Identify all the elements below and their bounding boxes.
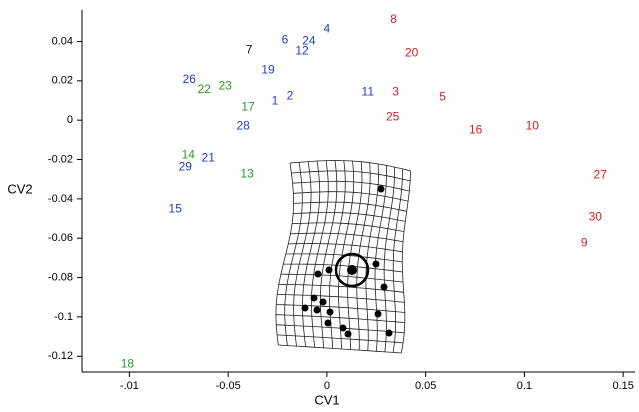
point-label: 18 xyxy=(121,357,135,371)
landmark-dot xyxy=(314,270,322,278)
point-label: 26 xyxy=(183,72,197,86)
x-tick-label: -.01 xyxy=(120,380,139,392)
point-label: 2 xyxy=(287,88,294,102)
grid-line xyxy=(278,283,404,293)
y-tick-label: 0.04 xyxy=(52,35,73,47)
point-label: 14 xyxy=(182,147,196,161)
point-label: 11 xyxy=(362,84,375,98)
grid-line xyxy=(293,191,409,202)
point-label: 28 xyxy=(236,118,250,132)
point-label: 12 xyxy=(295,43,309,57)
grid-line xyxy=(288,243,403,253)
point-label: 7 xyxy=(246,42,253,56)
point-label: 23 xyxy=(219,78,233,92)
landmark-dot xyxy=(313,306,321,314)
point-label: 19 xyxy=(261,62,275,76)
point-label: 3 xyxy=(392,84,399,98)
point-label: 17 xyxy=(241,99,255,113)
landmark-dot xyxy=(344,330,352,338)
highlight-ring xyxy=(334,252,370,288)
x-axis-label: CV1 xyxy=(314,392,339,407)
x-tick-label: 0.15 xyxy=(612,380,633,392)
x-tick-label: 0.1 xyxy=(517,380,532,392)
grid-line xyxy=(400,170,411,354)
grid-line xyxy=(292,222,405,232)
point-label: 30 xyxy=(589,210,603,224)
point-label: 25 xyxy=(386,109,400,123)
landmark-dot xyxy=(374,310,382,318)
landmark-dot xyxy=(385,329,393,337)
x-tick-label: 0 xyxy=(324,380,330,392)
grid-line xyxy=(290,232,404,242)
grid-line xyxy=(277,334,404,344)
x-tick-label: 0.05 xyxy=(415,380,436,392)
grid-line xyxy=(285,253,403,263)
grid-line xyxy=(289,160,411,172)
landmark-dot xyxy=(319,298,327,306)
point-label: 20 xyxy=(405,45,419,59)
point-label: 29 xyxy=(179,159,193,173)
point-label: 13 xyxy=(240,166,254,180)
grid-line xyxy=(293,201,407,212)
point-label: 4 xyxy=(324,21,331,35)
landmark-dot xyxy=(301,304,309,312)
point-label: 15 xyxy=(169,201,183,215)
point-label: 6 xyxy=(282,32,289,46)
landmark-dot xyxy=(380,283,388,291)
landmark-dot xyxy=(372,260,380,268)
landmark-dot xyxy=(326,308,334,316)
y-tick-label: -0.12 xyxy=(48,350,73,362)
point-label: 5 xyxy=(439,89,446,103)
point-label: 1 xyxy=(272,93,279,107)
y-tick-label: -0.02 xyxy=(48,153,73,165)
point-label: 10 xyxy=(526,118,540,132)
y-axis-label: CV2 xyxy=(7,181,32,196)
y-tick-label: -0.04 xyxy=(48,193,73,205)
grid-line xyxy=(277,294,405,303)
point-label: 22 xyxy=(198,82,212,96)
x-tick-label: -0.05 xyxy=(216,380,241,392)
grid-line xyxy=(293,212,406,222)
grid-line xyxy=(292,180,410,192)
landmark-dot xyxy=(310,294,318,302)
point-label: 27 xyxy=(594,167,608,181)
y-tick-label: 0 xyxy=(67,114,73,126)
landmark-dot xyxy=(347,265,357,275)
grid-line xyxy=(275,314,405,323)
y-tick-label: 0.02 xyxy=(52,75,73,87)
y-tick-label: -0.06 xyxy=(48,232,73,244)
landmark-dot xyxy=(339,324,347,332)
point-label: 21 xyxy=(202,150,216,164)
point-label: 24 xyxy=(302,33,316,47)
landmark-dot xyxy=(324,319,332,327)
point-label: 8 xyxy=(390,12,397,26)
deformation-grid xyxy=(275,160,411,354)
grid-line xyxy=(283,263,403,273)
y-tick-label: -0.08 xyxy=(48,271,73,283)
grid-line xyxy=(276,304,405,313)
point-label: 16 xyxy=(469,122,483,136)
landmark-dot xyxy=(325,266,333,274)
grid-line xyxy=(280,273,404,283)
grid-line xyxy=(278,344,402,354)
grid-line xyxy=(291,170,411,182)
point-label: 9 xyxy=(581,236,588,250)
y-tick-label: -0.1 xyxy=(54,311,73,323)
landmark-dot xyxy=(377,185,385,193)
